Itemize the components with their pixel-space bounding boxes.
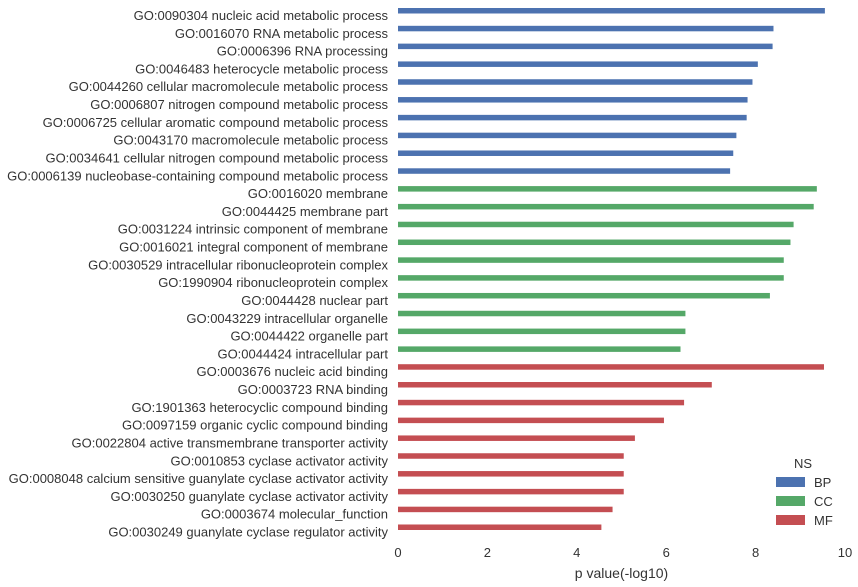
bar-mf <box>398 471 624 477</box>
category-label: GO:0003723 RNA binding <box>238 382 388 397</box>
bar-mf <box>398 364 824 370</box>
category-label: GO:0003674 molecular_function <box>201 507 388 522</box>
legend-label-bp: BP <box>814 475 831 490</box>
category-label: GO:0016070 RNA metabolic process <box>175 26 389 41</box>
category-label: GO:0006725 cellular aromatic compound me… <box>43 115 389 130</box>
category-label: GO:0044425 membrane part <box>222 204 389 219</box>
x-tick-label: 6 <box>663 545 670 560</box>
bar-bp <box>398 168 731 174</box>
bar-bp <box>398 61 758 67</box>
category-label: GO:0006139 nucleobase-containing compoun… <box>7 168 388 183</box>
category-label: GO:0044422 organelle part <box>230 329 388 344</box>
bar-cc <box>398 186 817 192</box>
legend-label-mf: MF <box>814 513 833 528</box>
bar-cc <box>398 221 794 228</box>
category-label: GO:1901363 heterocyclic compound binding <box>131 400 388 415</box>
bar-cc <box>398 328 686 335</box>
x-axis-label: p value(-log10) <box>575 565 668 581</box>
bars <box>398 8 825 530</box>
bar-mf <box>398 506 613 513</box>
category-label: GO:0008048 calcium sensitive guanylate c… <box>9 471 389 486</box>
category-label: GO:0044424 intracellular part <box>217 346 388 361</box>
bar-cc <box>398 310 686 317</box>
bar-mf <box>398 417 664 424</box>
bar-cc <box>398 292 770 299</box>
bar-bp <box>398 114 747 121</box>
category-label: GO:0043170 macromolecule metabolic proce… <box>113 133 388 148</box>
bar-mf <box>398 399 685 406</box>
category-label: GO:0006807 nitrogen compound metabolic p… <box>90 97 388 112</box>
bar-bp <box>398 25 774 32</box>
bar-bp <box>398 79 753 85</box>
bar-bp <box>398 8 825 14</box>
category-label: GO:0030249 guanylate cyclase regulator a… <box>108 524 388 539</box>
bar-mf <box>398 382 712 388</box>
category-label: GO:0044260 cellular macromolecule metabo… <box>69 79 389 94</box>
bar-cc <box>398 239 791 246</box>
category-label: GO:0097159 organic cyclic compound bindi… <box>122 418 388 433</box>
category-label: GO:0003676 nucleic acid binding <box>196 364 388 379</box>
bar-bp <box>398 150 734 156</box>
bar-mf <box>398 488 624 495</box>
legend-swatch-bp <box>776 477 805 487</box>
category-label: GO:0022804 active transmembrane transpor… <box>72 435 389 450</box>
category-label: GO:0031224 intrinsic component of membra… <box>118 222 388 237</box>
category-label: GO:0044428 nuclear part <box>241 293 388 308</box>
legend-swatch-cc <box>776 496 805 506</box>
legend-swatch-mf <box>776 515 805 525</box>
x-tick-label: 4 <box>573 545 580 560</box>
bar-cc <box>398 346 681 352</box>
bar-cc <box>398 257 784 263</box>
x-tick-label: 2 <box>484 545 491 560</box>
bar-mf <box>398 435 635 441</box>
category-label: GO:0034641 cellular nitrogen compound me… <box>45 150 388 165</box>
bar-cc <box>398 203 814 210</box>
legend-label-cc: CC <box>814 494 833 509</box>
category-label: GO:0010853 cyclase activator activity <box>171 453 389 468</box>
x-axis-ticks: 0 2 4 6 8 10 <box>394 545 852 560</box>
bar-cc <box>398 275 784 281</box>
category-label: GO:0006396 RNA processing <box>217 44 388 59</box>
x-tick-label: 10 <box>838 545 852 560</box>
legend-items: BP CC MF <box>776 475 833 528</box>
category-label: GO:0016020 membrane <box>248 186 388 201</box>
category-label: GO:0043229 intracellular organelle <box>186 311 388 326</box>
category-label: GO:0030250 guanylate cyclase activator a… <box>111 489 389 504</box>
category-label: GO:0090304 nucleic acid metabolic proces… <box>134 8 389 23</box>
category-labels: GO:0090304 nucleic acid metabolic proces… <box>7 8 388 539</box>
x-tick-label: 8 <box>752 545 759 560</box>
category-label: GO:1990904 ribonucleoprotein complex <box>158 275 388 290</box>
bar-bp <box>398 43 773 50</box>
category-label: GO:0046483 heterocycle metabolic process <box>135 61 388 76</box>
bar-bp <box>398 132 737 139</box>
category-label: GO:0030529 intracellular ribonucleoprote… <box>88 257 388 272</box>
category-label: GO:0016021 integral component of membran… <box>119 240 388 255</box>
bar-mf <box>398 524 602 530</box>
bar-bp <box>398 97 748 103</box>
legend: NS BP CC MF <box>776 456 833 528</box>
legend-title: NS <box>794 456 812 471</box>
x-tick-label: 0 <box>394 545 401 560</box>
bar-mf <box>398 453 624 459</box>
